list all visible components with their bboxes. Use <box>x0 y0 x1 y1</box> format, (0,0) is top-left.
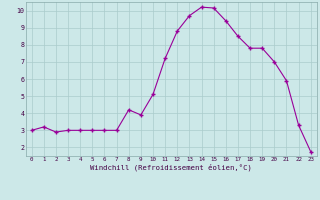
X-axis label: Windchill (Refroidissement éolien,°C): Windchill (Refroidissement éolien,°C) <box>90 164 252 171</box>
